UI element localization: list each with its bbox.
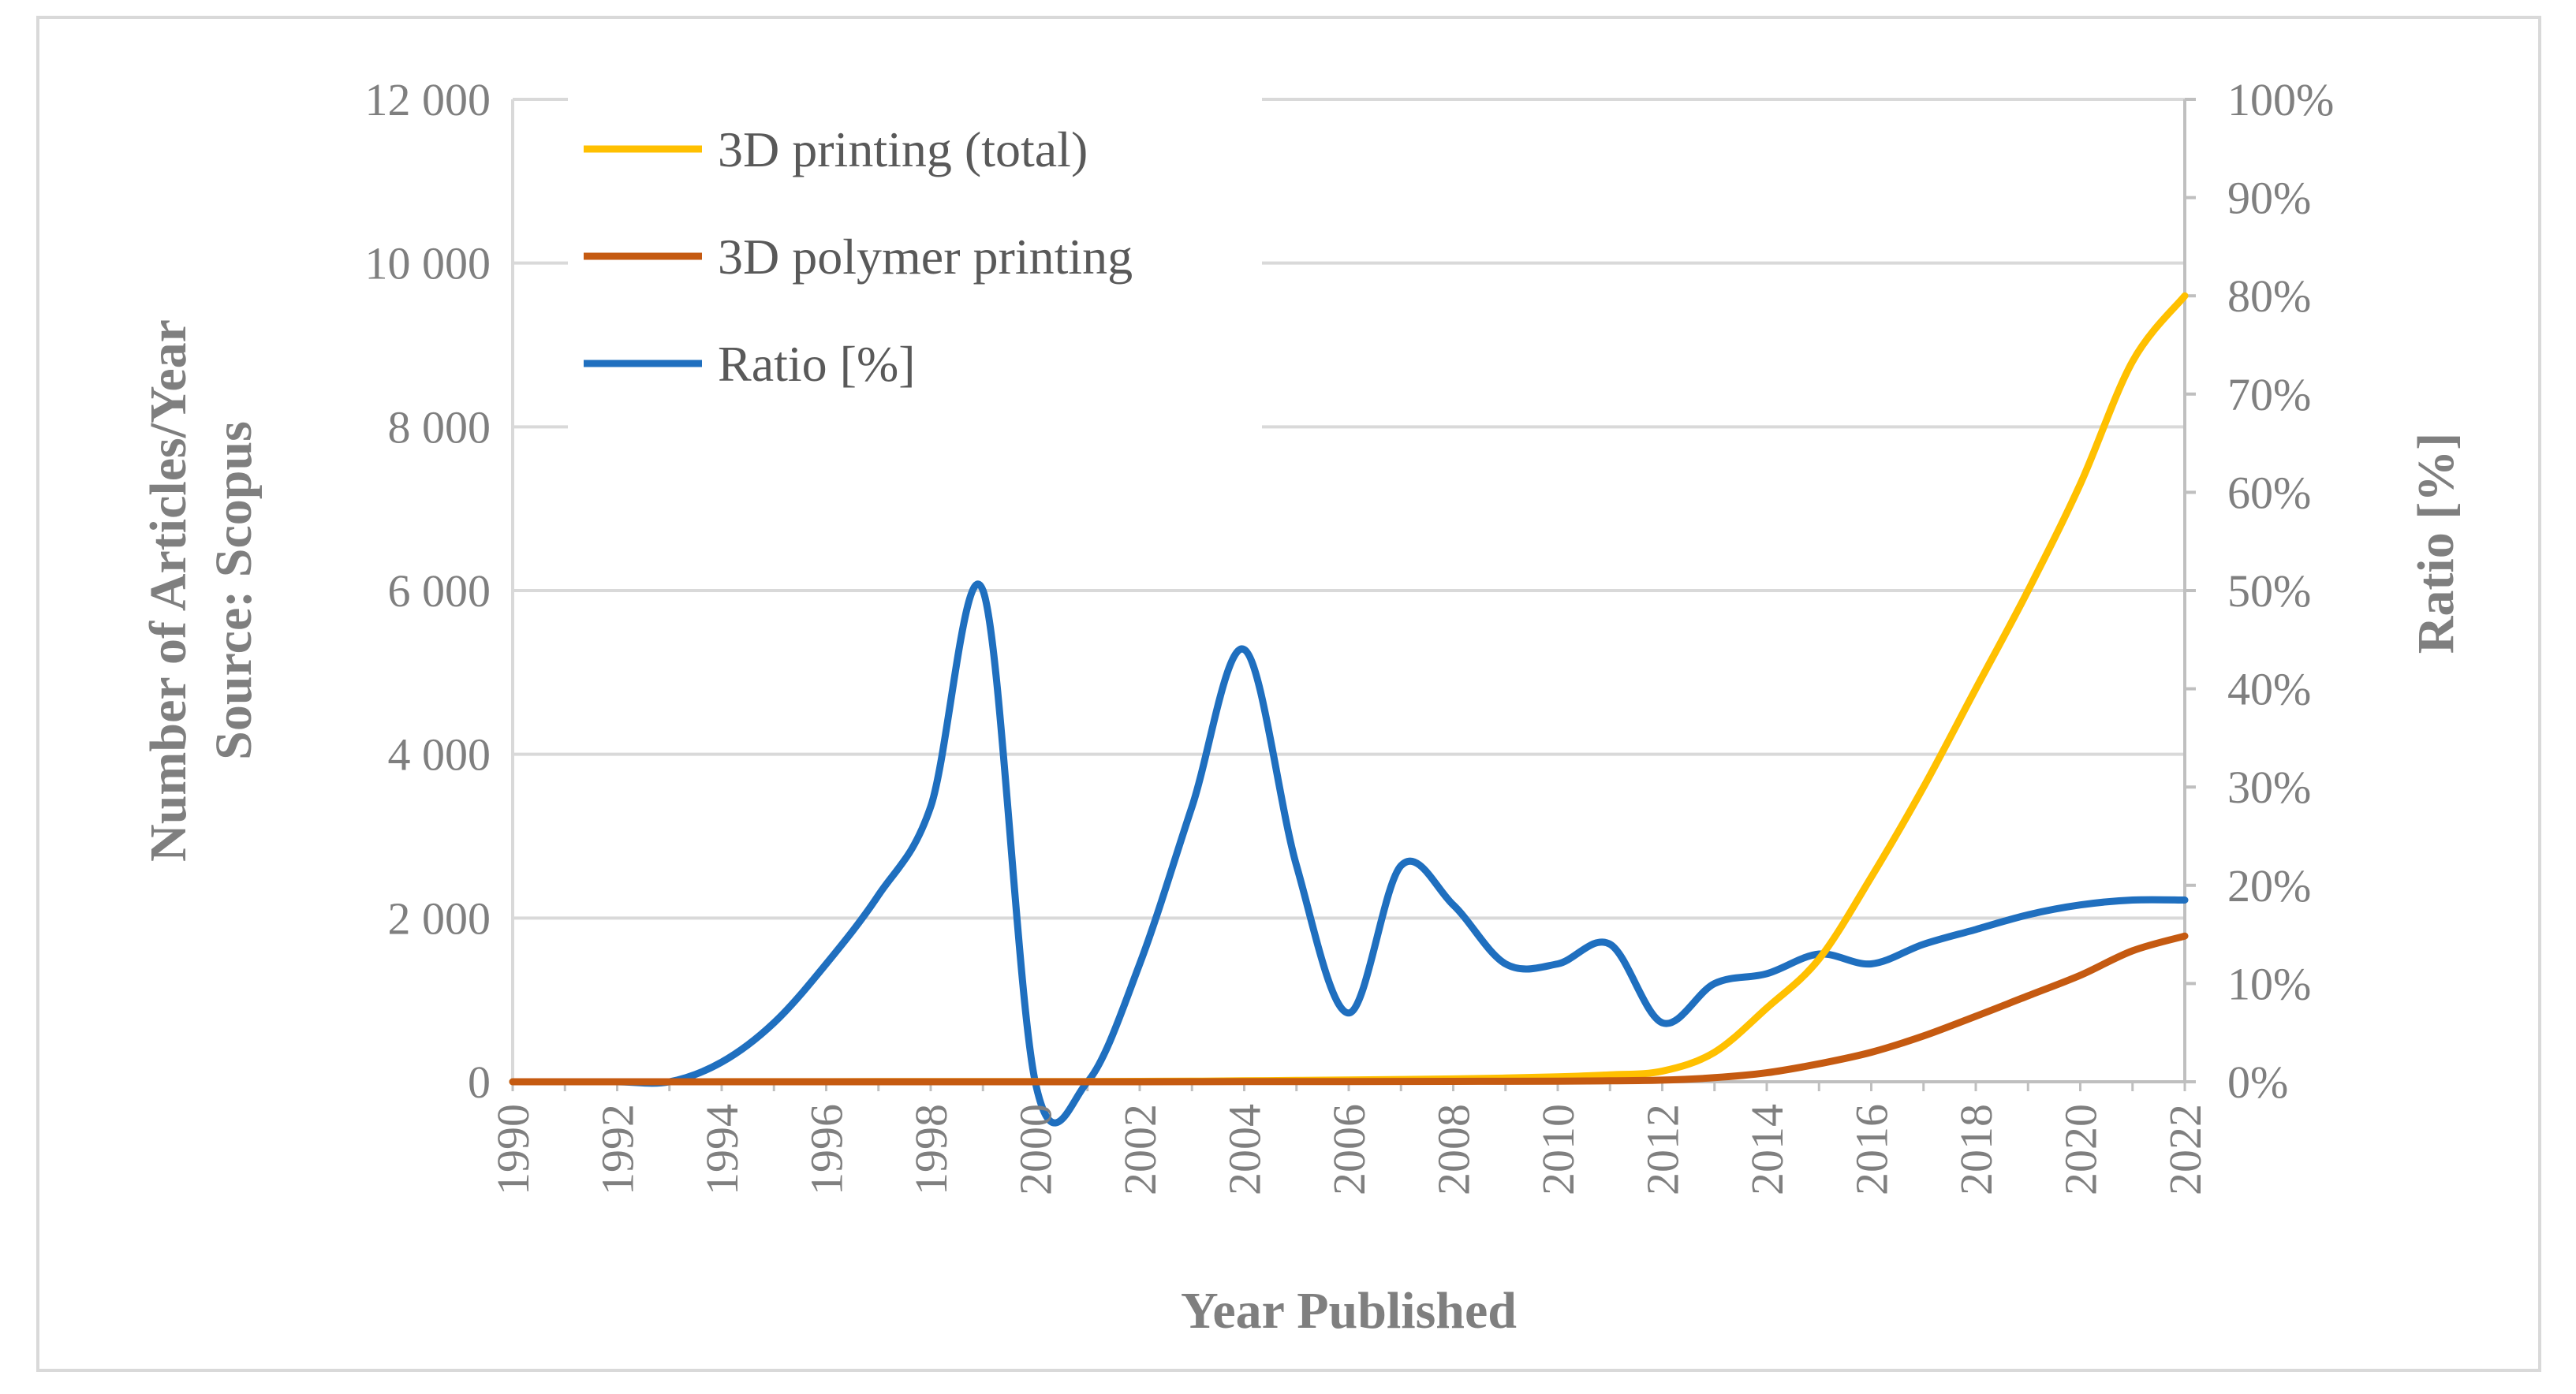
left-axis-tick-label: 10 000: [365, 238, 491, 289]
right-axis-tick-label: 30%: [2227, 762, 2311, 813]
legend-background: [568, 98, 1262, 437]
right-axis-tick-label: 90%: [2227, 173, 2311, 224]
x-axis-title: Year Published: [1181, 1282, 1517, 1340]
legend: 3D printing (total) 3D polymer printing Ra…: [584, 121, 1133, 392]
right-axis-tick-label: 50%: [2227, 565, 2311, 617]
x-axis-tick-label: 1994: [696, 1104, 748, 1195]
series-line-3d-polymer-printing: [509, 932, 2189, 1086]
right-axis-tick-label: 40%: [2227, 664, 2311, 715]
x-axis-tick-label: 2000: [1010, 1104, 1062, 1195]
legend-box: [568, 98, 1262, 437]
legend-label: 3D polymer printing: [718, 229, 1133, 285]
left-axis-tick-label: 6 000: [388, 565, 491, 617]
left-axis-title-line1: Number of Articles/Year: [140, 319, 197, 862]
x-axis-tick-label: 2008: [1428, 1104, 1480, 1195]
x-axis-tick-label: 1990: [487, 1104, 539, 1195]
line-chart: 3D printing (total) 3D polymer printing Ra…: [140, 74, 2465, 1340]
left-axis-tick-label: 0: [468, 1057, 491, 1108]
x-axis-tick-label: 2016: [1846, 1104, 1898, 1195]
x-axis-tick-label: 1996: [801, 1104, 853, 1195]
legend-label: 3D printing (total): [718, 121, 1088, 177]
left-axis-tick-label: 2 000: [388, 893, 491, 944]
series-lines: [509, 292, 2189, 1127]
left-axis-tick-label: 4 000: [388, 729, 491, 781]
x-axis-tick-label: 2022: [2160, 1104, 2211, 1195]
x-axis-tick-label: 2018: [1951, 1104, 2002, 1195]
x-axis-tick-label: 2002: [1114, 1104, 1166, 1195]
right-axis-tick-label: 0%: [2227, 1057, 2288, 1108]
left-axis-tick-label: 8 000: [388, 401, 491, 453]
right-axis-tick-label: 60%: [2227, 467, 2311, 518]
x-axis-tick-label: 1998: [905, 1104, 957, 1195]
x-axis-tick-label: 2004: [1219, 1104, 1271, 1195]
tick-labels: 0 2 000 4 000 6 000 8 000 10 000 12 000 0% 10% 20…: [365, 74, 2335, 1195]
left-axis-title-line2: Source: Scopus: [205, 421, 263, 760]
right-axis-tick-label: 100%: [2227, 74, 2334, 125]
x-axis-tick-label: 1992: [592, 1104, 644, 1195]
x-axis-tick-label: 2020: [2055, 1104, 2107, 1195]
right-axis-tick-label: 10%: [2227, 958, 2311, 1009]
left-axis-tick-label: 12 000: [365, 74, 491, 125]
chart-frame: 3D printing (total) 3D polymer printing Ra…: [36, 16, 2541, 1372]
series-line-ratio: [509, 580, 2189, 1127]
right-axis-tick-label: 80%: [2227, 270, 2311, 322]
right-axis-tick-label: 70%: [2227, 369, 2311, 420]
x-axis-tick-label: 2006: [1323, 1104, 1375, 1195]
x-axis-tick-label: 2010: [1533, 1104, 1584, 1195]
right-axis-tick-label: 20%: [2227, 860, 2311, 911]
x-axis-tick-label: 2014: [1742, 1104, 1793, 1195]
right-axis-title: Ratio [%]: [2407, 433, 2465, 654]
legend-label: Ratio [%]: [718, 336, 916, 392]
x-axis-tick-label: 2012: [1637, 1104, 1689, 1195]
